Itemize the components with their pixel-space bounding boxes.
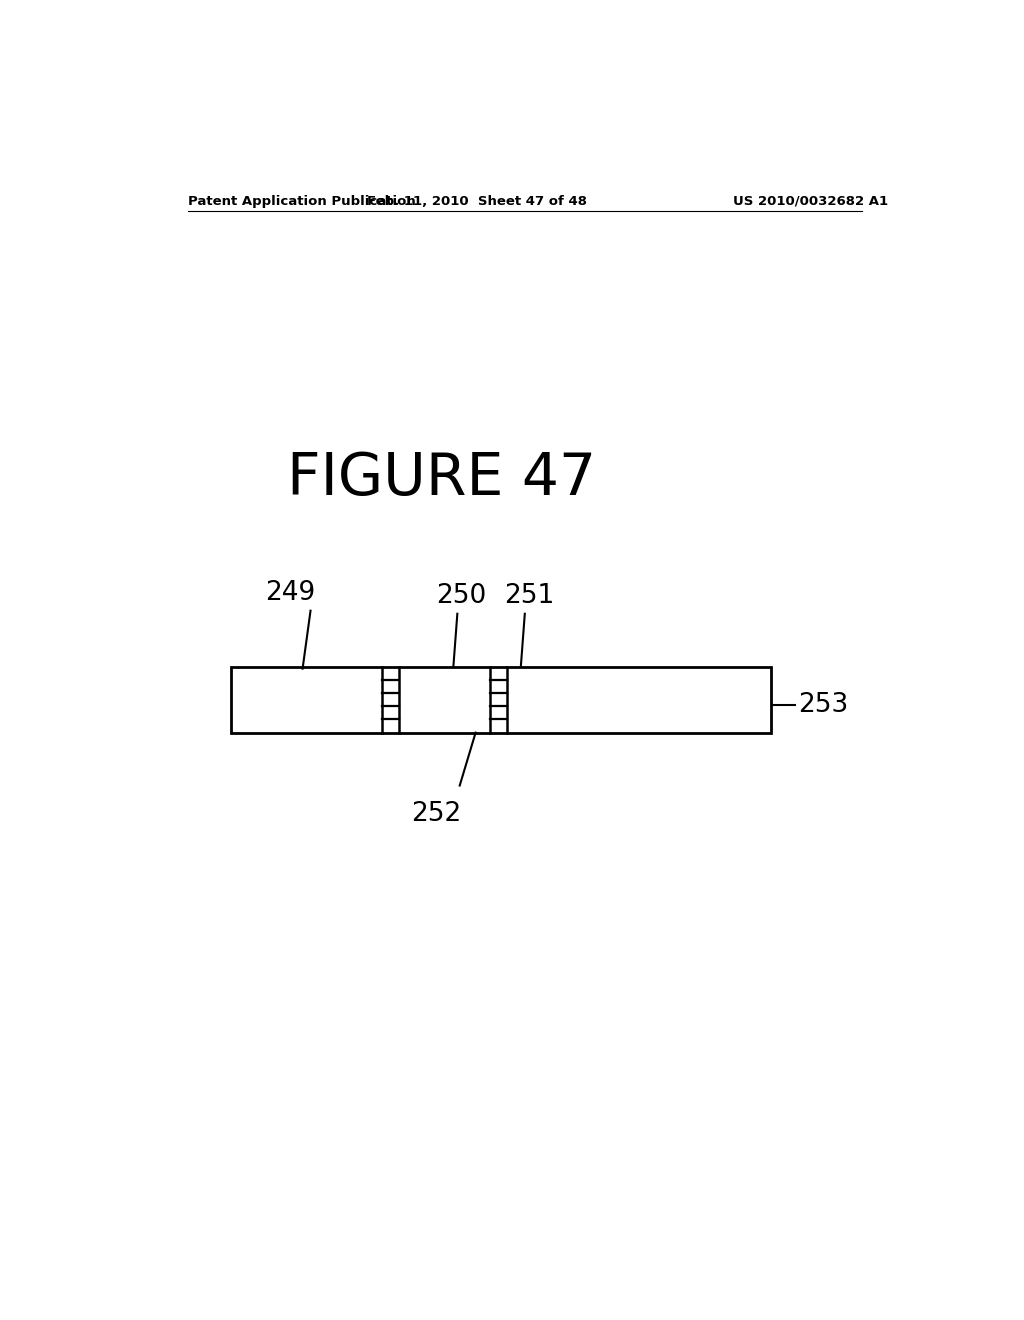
Text: FIGURE 47: FIGURE 47 xyxy=(287,450,596,507)
Text: 253: 253 xyxy=(799,692,849,718)
Text: Feb. 11, 2010  Sheet 47 of 48: Feb. 11, 2010 Sheet 47 of 48 xyxy=(368,194,587,207)
Text: 250: 250 xyxy=(436,582,486,609)
Text: 251: 251 xyxy=(504,582,554,609)
Bar xyxy=(231,667,771,733)
Text: Patent Application Publication: Patent Application Publication xyxy=(187,194,416,207)
Text: 249: 249 xyxy=(265,579,315,606)
Text: US 2010/0032682 A1: US 2010/0032682 A1 xyxy=(733,194,888,207)
Text: 252: 252 xyxy=(411,801,461,826)
